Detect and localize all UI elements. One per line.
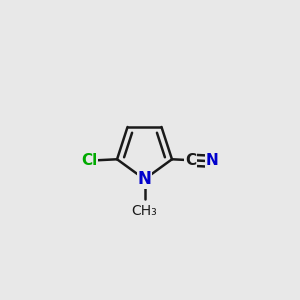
Text: N: N	[206, 154, 219, 169]
Text: N: N	[138, 170, 152, 188]
Text: CH₃: CH₃	[132, 204, 158, 218]
Text: Cl: Cl	[81, 153, 98, 168]
Text: C: C	[185, 153, 196, 168]
